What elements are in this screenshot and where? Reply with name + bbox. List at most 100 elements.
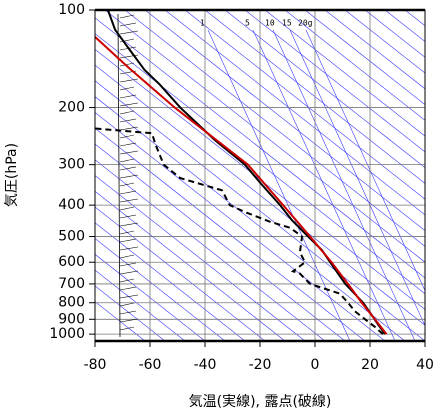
wind-barb <box>119 278 135 283</box>
dry-adiabat <box>104 10 425 263</box>
dry-adiabat <box>95 33 425 295</box>
dry-adiabat <box>424 10 425 11</box>
dry-adiabat <box>95 96 406 341</box>
x-axis-label: 気温(実線), 露点(破線) <box>189 394 332 410</box>
profile-line <box>95 127 384 335</box>
profile-line <box>95 36 388 335</box>
x-tick-label: -20 <box>249 357 272 373</box>
wind-barb <box>119 294 139 299</box>
dry-adiabat <box>204 10 425 184</box>
dry-adiabat <box>95 17 425 279</box>
dry-adiabat <box>244 10 425 153</box>
dry-adiabat <box>264 10 425 137</box>
x-tick-label: -80 <box>84 357 107 373</box>
y-tick-label: 200 <box>58 100 85 116</box>
x-tick-label: 20 <box>361 357 379 373</box>
dry-adiabat <box>95 175 306 341</box>
dry-adiabat <box>344 10 425 74</box>
wind-barb <box>119 270 139 275</box>
wind-barb <box>119 126 139 131</box>
dry-adiabat <box>95 190 286 341</box>
wind-staff <box>117 13 121 338</box>
wind-barb <box>119 190 137 195</box>
wind-barb <box>119 310 137 315</box>
wind-barb <box>119 230 135 235</box>
mixing-ratio-label: 20g <box>298 19 313 28</box>
mixing-ratio-line <box>207 29 351 341</box>
wind-barb <box>119 286 137 291</box>
mixing-ratio-line <box>289 29 425 327</box>
wind-barb <box>119 238 137 243</box>
dry-adiabat <box>304 10 425 105</box>
dry-adiabat <box>95 159 326 341</box>
mixing-ratio-line <box>272 29 416 341</box>
wind-barb <box>119 14 135 19</box>
y-tick-label: 100 <box>58 2 85 18</box>
dry-adiabat <box>324 10 425 90</box>
dry-adiabat <box>95 143 346 341</box>
mixing-ratio-line <box>252 29 396 341</box>
dry-adiabat <box>164 10 425 216</box>
wind-barb <box>119 214 137 219</box>
wind-barb <box>119 174 139 179</box>
x-tick-label: 0 <box>311 357 320 373</box>
dry-adiabat <box>95 49 425 310</box>
wind-barb <box>119 22 137 27</box>
wind-barb <box>119 246 139 251</box>
wind-barb <box>119 62 135 67</box>
dry-adiabat <box>95 206 266 341</box>
mixing-ratio-label: 15 <box>282 19 292 28</box>
mixing-ratio-line <box>305 29 425 292</box>
dry-adiabat <box>95 127 366 341</box>
wind-barb <box>119 110 135 115</box>
y-tick-label: 400 <box>58 197 85 213</box>
y-tick-label: 600 <box>58 254 85 270</box>
dry-adiabat <box>184 10 425 200</box>
y-axis-label: 気圧(hPa) <box>4 143 20 207</box>
dry-adiabat <box>124 10 425 247</box>
wind-barb <box>119 38 135 43</box>
wind-barb <box>119 222 139 227</box>
x-tick-label: -60 <box>139 357 162 373</box>
dry-adiabat <box>95 253 206 341</box>
y-tick-label: 300 <box>58 157 85 173</box>
wind-barb <box>119 134 135 139</box>
dry-adiabat <box>284 10 425 121</box>
wind-barb <box>119 198 139 203</box>
profile-line <box>106 10 386 335</box>
dry-adiabat <box>95 80 425 341</box>
mixing-ratio-label: 10 <box>265 19 275 28</box>
x-tick-label: -40 <box>194 357 217 373</box>
y-tick-label: 700 <box>58 276 85 292</box>
wind-barb <box>119 94 137 99</box>
dry-adiabat <box>95 64 425 326</box>
wind-barb <box>119 86 135 91</box>
wind-barb <box>119 206 135 211</box>
mixing-ratio-label: 1 <box>200 19 205 28</box>
wind-barb <box>119 182 135 187</box>
dry-adiabat <box>144 10 425 232</box>
wind-barb <box>119 158 135 163</box>
wind-barb <box>119 318 139 323</box>
wind-barb <box>119 326 135 331</box>
y-tick-label: 900 <box>58 311 85 327</box>
wind-barb <box>119 254 135 259</box>
x-tick-label: 40 <box>416 357 434 373</box>
wind-barb <box>119 262 137 267</box>
wind-barb <box>119 118 137 123</box>
wind-barb <box>119 142 137 147</box>
dry-adiabat <box>95 238 226 341</box>
mixing-ratio-label: 5 <box>245 19 250 28</box>
y-tick-label: 500 <box>58 229 85 245</box>
wind-barb <box>119 102 139 107</box>
dry-adiabat <box>224 10 425 169</box>
dry-adiabat <box>95 222 246 341</box>
wind-barb <box>119 78 139 83</box>
y-tick-label: 800 <box>58 295 85 311</box>
wind-barb <box>119 30 139 35</box>
wind-barb <box>119 166 137 171</box>
wind-barb <box>119 302 135 307</box>
y-tick-label: 1000 <box>49 326 85 342</box>
dry-adiabat <box>95 269 186 341</box>
